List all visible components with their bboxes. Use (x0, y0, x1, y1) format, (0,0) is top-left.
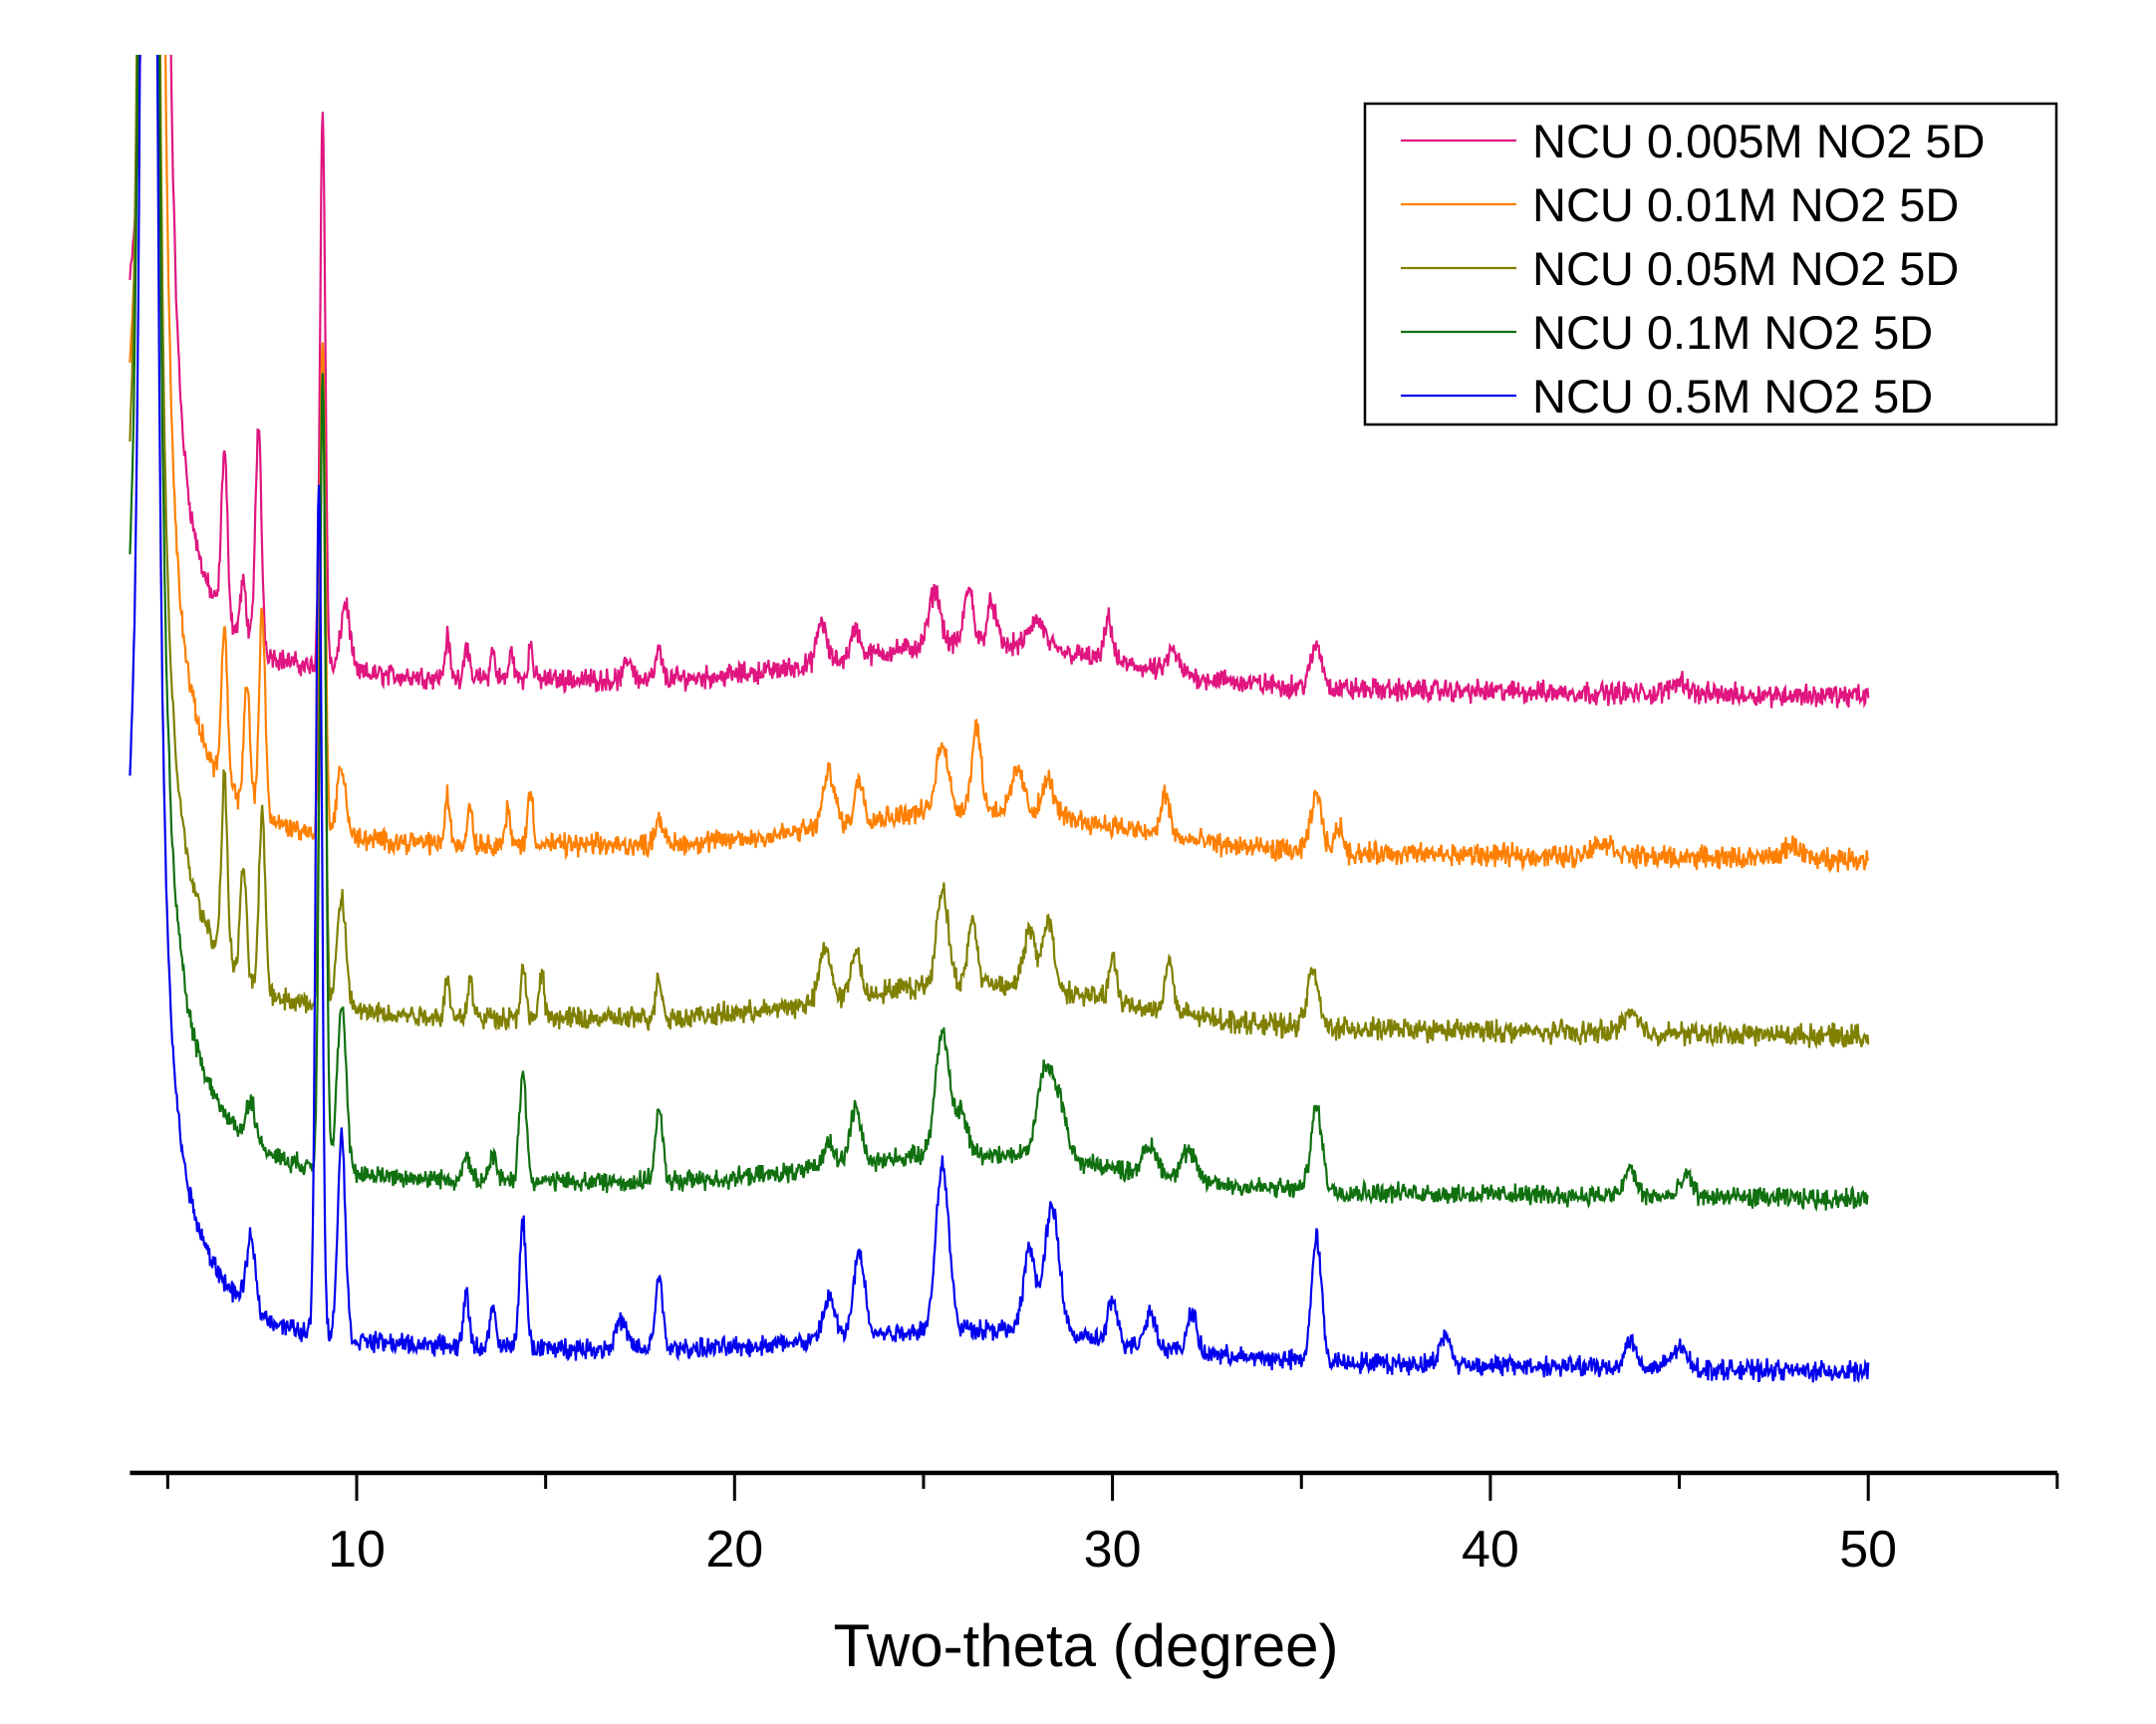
legend: NCU 0.005M NO2 5D NCU 0.01M NO2 5D NCU 0.0… (1363, 102, 2058, 427)
tick-label: 40 (1462, 1521, 1519, 1579)
tick-label: 30 (1084, 1521, 1142, 1579)
x-axis: 10 20 30 40 50 (130, 1470, 2059, 1579)
series-line-2 (129, 55, 1870, 1050)
series-curves (129, 55, 1870, 1383)
series-line-4 (129, 55, 1870, 1383)
legend-label: NCU 0.5M NO2 5D (1532, 370, 1933, 423)
legend-label: NCU 0.05M NO2 5D (1532, 242, 1959, 295)
tick-label: 20 (705, 1521, 763, 1579)
x-axis-title: Two-theta (degree) (834, 1612, 1339, 1679)
series-line-1 (129, 55, 1870, 874)
legend-box (1363, 102, 2058, 427)
tick-label: 50 (1839, 1521, 1897, 1579)
tick-label: 10 (328, 1521, 386, 1579)
legend-label: NCU 0.01M NO2 5D (1532, 178, 1959, 231)
legend-label: NCU 0.005M NO2 5D (1532, 115, 1986, 167)
series-line-0 (129, 55, 1870, 709)
legend-label: NCU 0.1M NO2 5D (1532, 306, 1933, 359)
series-line-3 (129, 55, 1869, 1213)
